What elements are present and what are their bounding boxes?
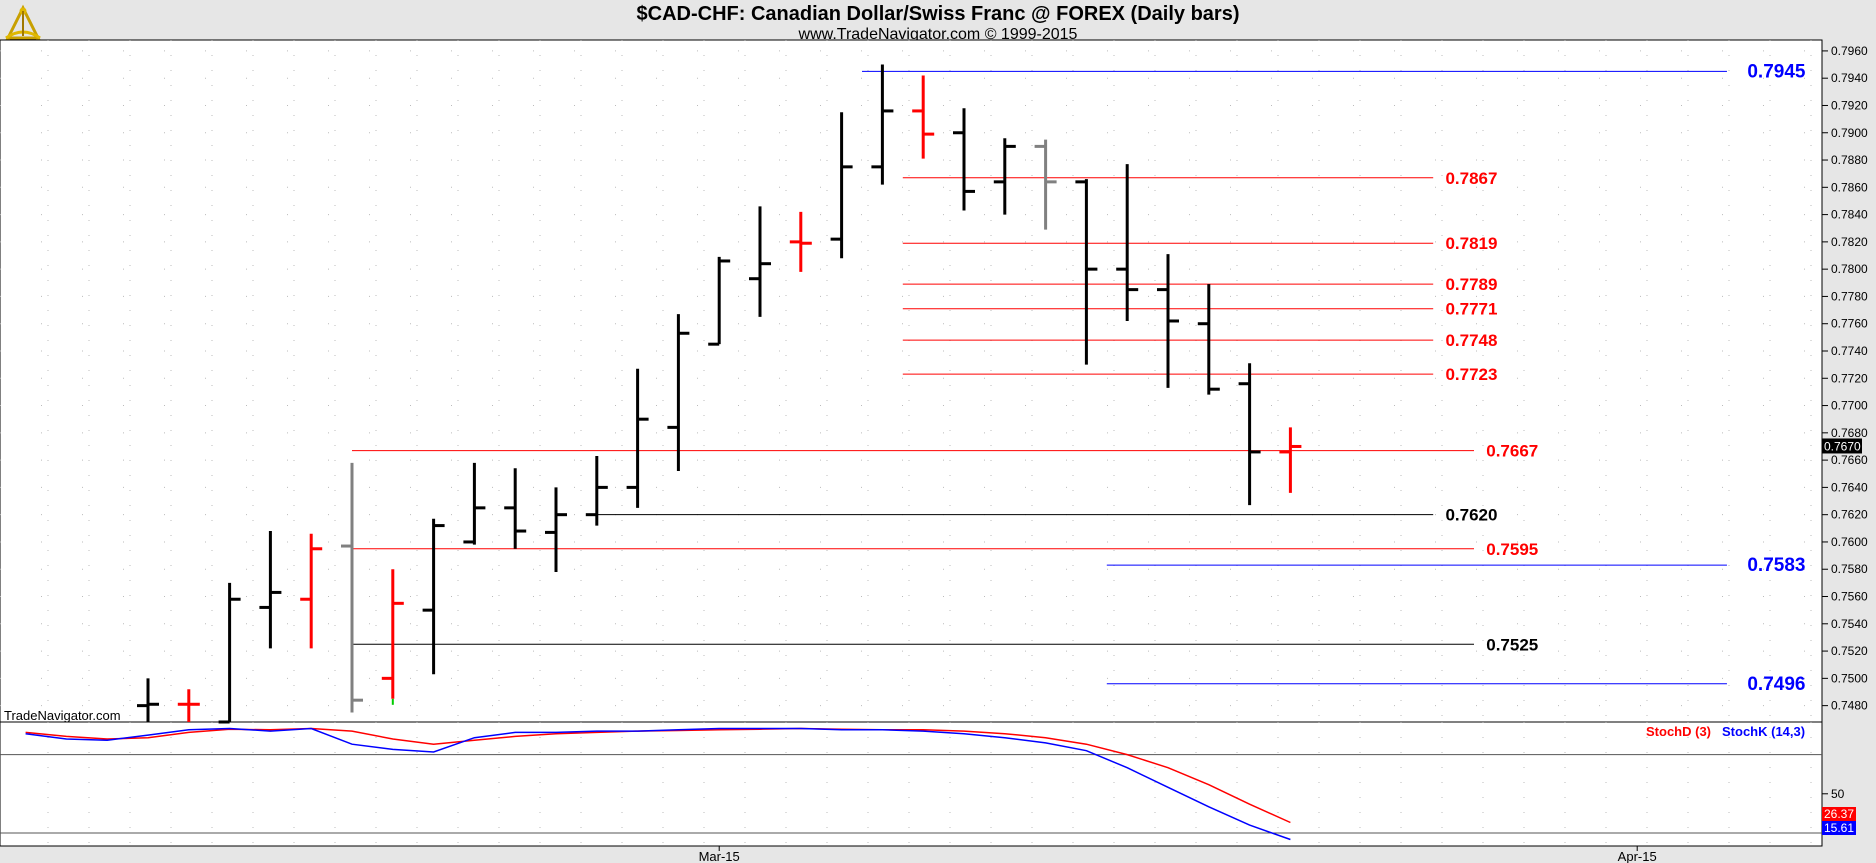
x-axis-tick-label: Apr-15 [1618, 849, 1657, 863]
level-label: 0.7771 [1445, 300, 1497, 319]
ohlc-bar [177, 689, 200, 722]
y-axis-tick-label: 0.7480 [1831, 699, 1868, 713]
ohlc-bar [137, 678, 159, 722]
ohlc-bar [381, 569, 404, 699]
y-axis-tick-label: 0.7900 [1831, 126, 1868, 140]
ohlc-bar [300, 533, 323, 649]
ohlc-bar [953, 108, 975, 211]
ohlc-bar [1034, 139, 1057, 230]
ohlc-bar [667, 314, 690, 472]
y-axis-tick-label: 0.7820 [1831, 235, 1868, 249]
ohlc-bar [585, 456, 608, 526]
watermark-text: TradeNavigator.com [4, 708, 121, 723]
y-axis-tick-label: 0.7640 [1831, 480, 1868, 494]
y-axis-tick-label: 0.7720 [1831, 371, 1868, 385]
stoch-last-value-label: 26.37 [1824, 807, 1854, 821]
y-axis-tick-label: 0.7620 [1831, 508, 1868, 522]
ohlc-bar [504, 468, 527, 549]
level-label: 0.7945 [1747, 61, 1806, 82]
ohlc-bar [749, 206, 771, 317]
y-axis-tick-label: 0.7660 [1831, 453, 1868, 467]
ohlc-bar [422, 518, 445, 675]
stoch-last-value-badge [1822, 821, 1856, 835]
stoch-legend-entry: StochK (14,3) [1722, 724, 1805, 739]
stoch-series-line [25, 727, 1291, 841]
ohlc-bar [463, 462, 486, 545]
ohlc-bar [341, 462, 363, 713]
ohlc-bar [626, 368, 649, 508]
stoch-y-tick-label: 50 [1831, 787, 1845, 801]
ohlc-bar [993, 138, 1016, 215]
y-axis-tick-label: 0.7540 [1831, 617, 1868, 631]
stoch-legend-entry: StochD (3) [1646, 724, 1711, 739]
y-axis-tick-label: 0.7760 [1831, 317, 1868, 331]
ohlc-bar [1279, 427, 1302, 493]
volume-tick-marker [391, 698, 394, 705]
y-axis-tick-label: 0.7960 [1831, 44, 1868, 58]
y-axis-tick-label: 0.7500 [1831, 671, 1868, 685]
ohlc-bar [218, 582, 241, 724]
y-axis-tick-label: 0.7840 [1831, 208, 1868, 222]
level-label: 0.7819 [1445, 234, 1497, 253]
level-label: 0.7496 [1747, 674, 1805, 695]
x-axis-tick-label: Mar-15 [699, 849, 740, 863]
ohlc-bar [259, 531, 282, 649]
level-label: 0.7595 [1486, 540, 1538, 559]
level-label: 0.7620 [1445, 506, 1497, 525]
ohlc-bar [1157, 254, 1179, 388]
last-price-label: 0.7670 [1824, 439, 1861, 453]
y-axis-tick-label: 0.7780 [1831, 289, 1868, 303]
level-label: 0.7867 [1445, 169, 1497, 188]
ohlc-bar [545, 487, 567, 572]
y-axis-tick-label: 0.7580 [1831, 562, 1868, 576]
y-axis-tick-label: 0.7520 [1831, 644, 1868, 658]
y-axis-tick-label: 0.7560 [1831, 590, 1868, 604]
level-label: 0.7667 [1486, 442, 1538, 461]
ohlc-bar [789, 211, 812, 272]
price-panel [0, 39, 1823, 723]
ohlc-bar [1238, 363, 1261, 506]
y-axis-tick-label: 0.7700 [1831, 399, 1868, 413]
y-axis-tick-label: 0.7880 [1831, 153, 1868, 167]
y-axis-tick-label: 0.7920 [1831, 98, 1868, 112]
ohlc-bar [1075, 179, 1098, 365]
level-label: 0.7525 [1486, 635, 1538, 654]
level-label: 0.7789 [1445, 275, 1497, 294]
stochastic-panel [0, 721, 1823, 847]
chart-subtitle: www.TradeNavigator.com © 1999-2015 [798, 26, 1078, 43]
ohlc-bar [871, 64, 894, 185]
stoch-last-value-badge [1822, 807, 1856, 821]
y-axis-tick-label: 0.7800 [1831, 262, 1868, 276]
ohlc-bar [1197, 284, 1220, 395]
y-axis-tick-label: 0.7680 [1831, 426, 1868, 440]
ohlc-bar [1116, 164, 1139, 321]
y-axis-tick-label: 0.7860 [1831, 180, 1868, 194]
level-label: 0.7723 [1445, 365, 1497, 384]
y-axis-tick-label: 0.7600 [1831, 535, 1868, 549]
last-price-badge [1822, 438, 1862, 454]
y-axis-tick-label: 0.7740 [1831, 344, 1868, 358]
y-axis-tick-label: 0.7940 [1831, 71, 1868, 85]
stoch-last-value-label: 15.61 [1824, 821, 1854, 835]
chart-title: $CAD-CHF: Canadian Dollar/Swiss Franc @ … [636, 3, 1240, 25]
ohlc-bar [830, 112, 853, 259]
ohlc-bar [708, 256, 731, 346]
level-label: 0.7583 [1747, 555, 1805, 576]
level-label: 0.7748 [1445, 331, 1497, 350]
ohlc-bar [912, 75, 935, 159]
